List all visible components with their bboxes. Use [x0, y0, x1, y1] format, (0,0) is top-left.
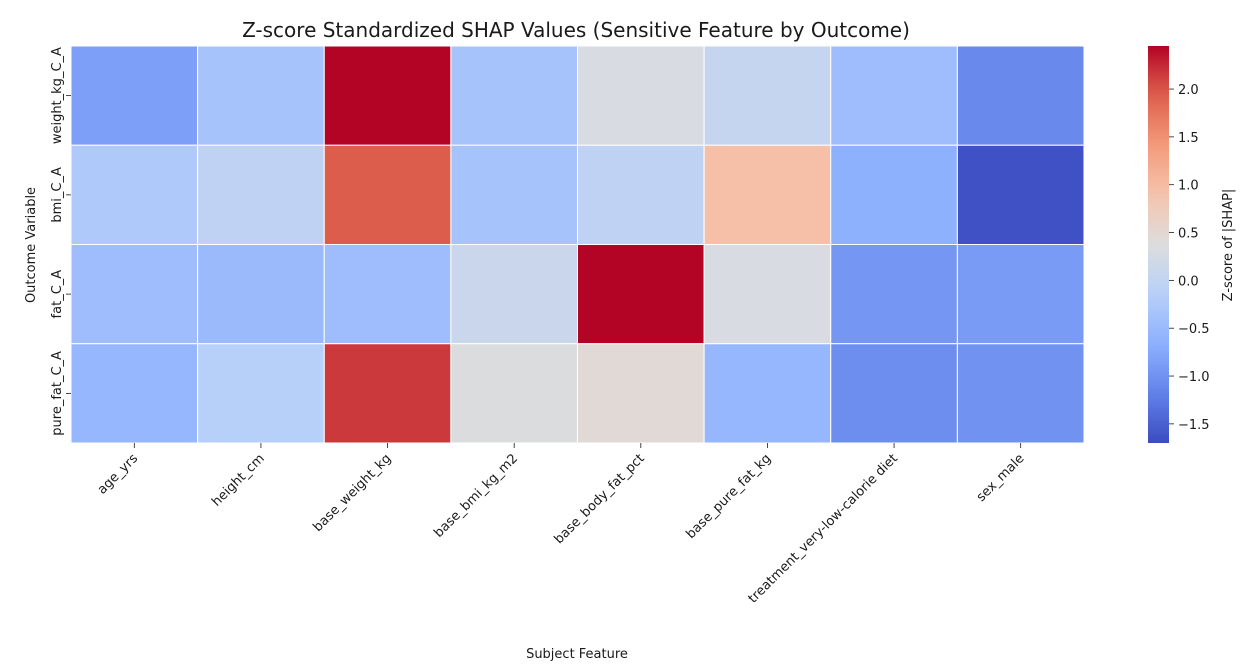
heatmap-cell [956, 45, 1085, 146]
x-tick-label: base_bmi_kg_m2 [431, 451, 521, 541]
heatmap-cell [70, 144, 199, 245]
colorbar-tick-label: −0.5 [1178, 322, 1210, 337]
heatmap-cell [323, 144, 452, 245]
colorbar-tick-label: 1.5 [1178, 131, 1199, 146]
heatmap-cell [577, 343, 705, 444]
colorbar-ticks: 2.0 1.5 1.0 0.5 0.0 −0.5 −1.0 −1.5 [1169, 83, 1210, 433]
heatmap-cell [703, 244, 832, 345]
heatmap-cell [323, 343, 452, 444]
x-tick-label: base_pure_fat_kg [683, 451, 774, 542]
heatmap-cell [577, 244, 705, 345]
heatmap-cell [830, 244, 958, 345]
x-axis-ticks: age_yrs height_cm base_weight_kg base_bmi_k… [95, 443, 1028, 606]
colorbar-tick-label: 0.5 [1178, 227, 1199, 242]
heatmap-cell [197, 343, 325, 444]
heatmap-cell [830, 144, 958, 245]
heatmap-cell [197, 244, 325, 345]
y-tick-label: bmi_C_A [50, 167, 65, 223]
heatmap-cell [323, 244, 452, 345]
x-tick-label: treatment_very-low-calorie diet [746, 451, 901, 606]
colorbar-tick-label: −1.5 [1178, 418, 1210, 433]
y-tick-label: pure_fat_C_A [50, 351, 65, 436]
colorbar-tick-label: 2.0 [1178, 83, 1199, 98]
x-tick-label: sex_male [974, 451, 1028, 505]
chart-title: Z-score Standardized SHAP Values (Sensit… [242, 18, 910, 42]
heatmap-cell [450, 144, 578, 245]
heatmap-cell [70, 343, 199, 444]
heatmap-cell [450, 244, 578, 345]
colorbar-label: Z-score of |SHAP| [1221, 189, 1236, 302]
x-axis-label: Subject Feature [526, 647, 628, 662]
y-tick-label: weight_kg_C_A [50, 47, 65, 144]
heatmap-cell [956, 244, 1085, 345]
colorbar-tick-label: 1.0 [1178, 179, 1199, 194]
colorbar-tick-label: −1.0 [1178, 370, 1210, 385]
heatmap-cell [703, 45, 832, 146]
y-axis-label: Outcome Variable [24, 187, 39, 303]
heatmap-cell [956, 144, 1085, 245]
heatmap-cell [830, 45, 958, 146]
heatmap-cell [577, 45, 705, 146]
y-tick-label: fat_C_A [50, 270, 65, 319]
heatmap-cell [323, 45, 452, 146]
heatmap-cell [450, 45, 578, 146]
y-axis-ticks: weight_kg_C_A bmi_C_A fat_C_A pure_fat_C_A [50, 47, 71, 436]
heatmap-cell [703, 343, 832, 444]
heatmap-cell [197, 45, 325, 146]
colorbar-tick-label: 0.0 [1178, 274, 1199, 289]
heatmap-cell [703, 144, 832, 245]
heatmap-cell [577, 144, 705, 245]
heatmap-cells [70, 45, 1085, 444]
heatmap-cell [70, 45, 199, 146]
colorbar: 2.0 1.5 1.0 0.5 0.0 −0.5 −1.0 −1.5 Z-score of |… [1148, 46, 1236, 443]
x-tick-label: age_yrs [95, 451, 141, 497]
heatmap-cell [70, 244, 199, 345]
heatmap-cell [830, 343, 958, 444]
colorbar-gradient [1148, 46, 1169, 443]
x-tick-label: base_body_fat_pct [552, 451, 648, 547]
x-tick-label: base_weight_kg [311, 451, 395, 535]
x-tick-label: height_cm [209, 451, 268, 510]
heatmap-cell [197, 144, 325, 245]
heatmap-cell [450, 343, 578, 444]
heatmap-cell [956, 343, 1085, 444]
